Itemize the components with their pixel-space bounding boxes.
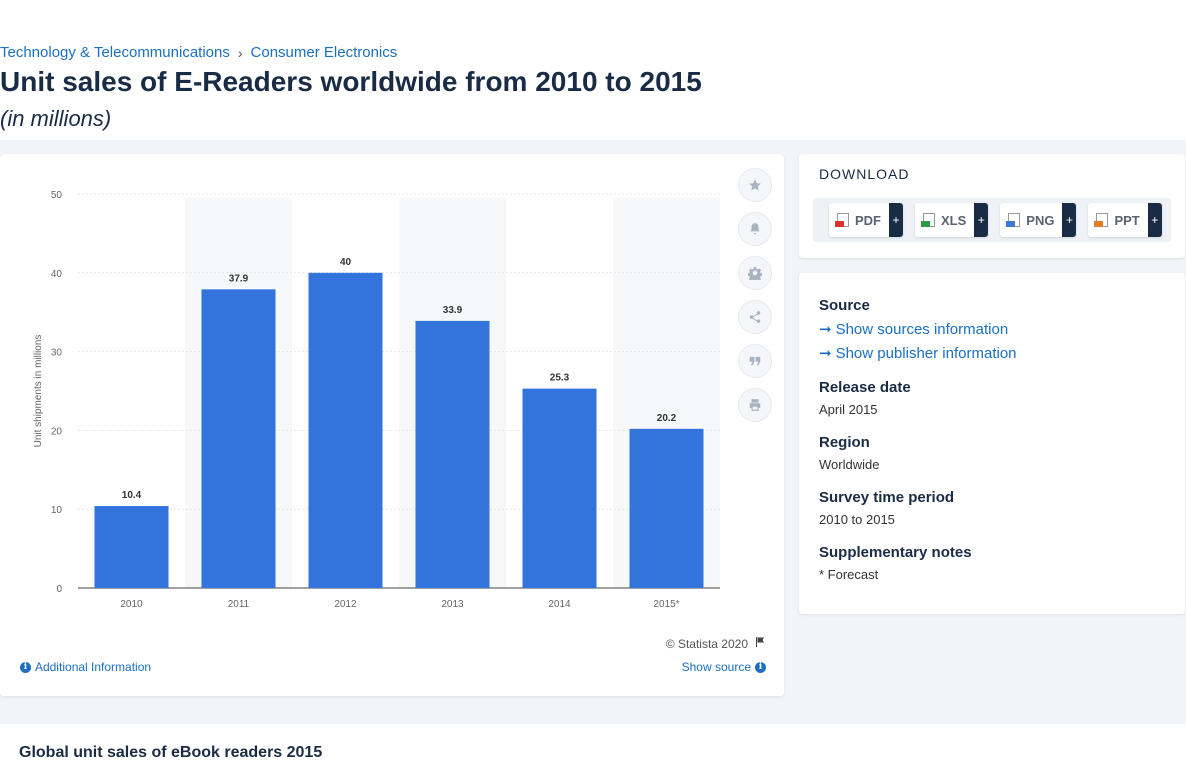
data-label: 20.2	[657, 413, 677, 424]
supplementary-notes-label: Supplementary notes	[819, 544, 972, 561]
info-icon: i	[755, 661, 766, 673]
bar	[201, 289, 276, 588]
y-tick-label: 30	[51, 348, 63, 359]
release-date-label: Release date	[819, 379, 911, 396]
gear-icon	[748, 267, 762, 280]
supplementary-notes-value: * Forecast	[819, 567, 879, 582]
flag-icon[interactable]	[754, 636, 766, 651]
cite-button[interactable]	[738, 344, 772, 378]
download-png-button[interactable]: PNG +	[1000, 203, 1077, 237]
related-statistic-card: Global unit sales of eBook readers 2015	[0, 724, 1186, 784]
y-axis-title: Unit shipments in millions	[33, 335, 44, 448]
settings-button[interactable]	[738, 256, 772, 290]
png-file-icon	[1006, 213, 1021, 227]
download-buttons: PDF + XLS + PNG + PPT +	[813, 198, 1171, 242]
data-label: 10.4	[122, 490, 142, 501]
show-publisher-link[interactable]: ➞ Show publisher information	[819, 344, 1017, 363]
download-pdf-label: PDF	[855, 212, 881, 228]
ppt-file-icon	[1094, 213, 1109, 227]
show-source-link[interactable]: Show source i	[682, 660, 766, 674]
source-label: Source	[819, 297, 870, 314]
arrow-right-icon: ➞	[819, 321, 832, 338]
x-tick-label: 2012	[334, 599, 357, 610]
notification-button[interactable]	[738, 212, 772, 246]
info-icon: i	[20, 661, 31, 673]
plus-icon: +	[974, 203, 989, 237]
x-tick-label: 2013	[441, 599, 464, 610]
x-tick-label: 2010	[120, 599, 143, 610]
data-label: 33.9	[443, 305, 463, 316]
breadcrumb: Technology & Telecommunications › Consum…	[0, 44, 397, 61]
related-statistic-title[interactable]: Global unit sales of eBook readers 2015	[19, 744, 323, 761]
xls-file-icon	[921, 213, 935, 227]
bar	[94, 506, 169, 588]
chart-card: 0 10 20 30 40 50 Unit shipments in millions 10.…	[0, 154, 784, 696]
bar	[522, 388, 597, 588]
bar	[415, 320, 490, 588]
x-tick-label: 2015*	[653, 599, 679, 610]
region-label: Region	[819, 434, 870, 451]
show-source-label: Show source	[681, 660, 751, 674]
x-tick-label: 2011	[228, 599, 250, 610]
pdf-file-icon	[835, 213, 849, 227]
download-png-label: PNG	[1026, 212, 1055, 228]
data-label: 40	[340, 257, 352, 268]
additional-information-link[interactable]: i Additional Information	[20, 660, 151, 674]
y-tick-label: 0	[56, 584, 62, 595]
quote-icon	[749, 356, 761, 366]
page-subtitle: (in millions)	[0, 106, 112, 131]
print-icon	[749, 399, 761, 411]
show-sources-link[interactable]: ➞ Show sources information	[819, 320, 1009, 339]
star-icon	[749, 179, 761, 191]
chart-toolbar	[738, 168, 772, 422]
breadcrumb-separator: ›	[237, 44, 243, 61]
statistic-info-card: Source ➞ Show sources information ➞ Show…	[799, 273, 1185, 614]
plus-icon: +	[1147, 203, 1162, 237]
survey-period-value: 2010 to 2015	[819, 512, 895, 527]
download-title: DOWNLOAD	[819, 166, 910, 182]
download-ppt-button[interactable]: PPT +	[1088, 203, 1162, 237]
share-icon	[749, 311, 761, 323]
plus-icon: +	[889, 203, 903, 237]
x-tick-label: 2014	[548, 599, 571, 610]
download-pdf-button[interactable]: PDF +	[829, 203, 903, 237]
bar-chart: 0 10 20 30 40 50 Unit shipments in millions 10.…	[33, 190, 720, 610]
show-sources-label: Show sources information	[835, 320, 1009, 338]
download-xls-label: XLS	[941, 212, 967, 228]
y-tick-label: 20	[51, 426, 63, 437]
copyright-text: © Statista 2020	[665, 636, 748, 651]
page-title: Unit sales of E-Readers worldwide from 2…	[0, 66, 702, 97]
y-tick-label: 50	[51, 190, 63, 201]
bar	[629, 428, 704, 588]
print-button[interactable]	[738, 388, 772, 422]
download-card: DOWNLOAD PDF + XLS + PNG +	[799, 154, 1185, 258]
breadcrumb-category-link[interactable]: Technology & Telecommunications	[0, 44, 230, 61]
survey-period-label: Survey time period	[819, 489, 955, 506]
arrow-right-icon: ➞	[819, 345, 832, 362]
share-button[interactable]	[738, 300, 772, 334]
region-value: Worldwide	[819, 457, 880, 472]
plus-icon: +	[1062, 203, 1077, 237]
bell-icon	[750, 223, 760, 235]
breadcrumb-subcategory-link[interactable]: Consumer Electronics	[250, 44, 398, 61]
y-tick-label: 10	[51, 505, 63, 516]
bar	[308, 272, 383, 588]
download-ppt-label: PPT	[1114, 212, 1140, 228]
data-label: 25.3	[550, 373, 570, 384]
y-tick-label: 40	[51, 269, 63, 280]
additional-information-label: Additional Information	[35, 660, 152, 674]
copyright: © Statista 2020	[666, 636, 766, 651]
data-label: 37.9	[229, 273, 249, 284]
show-publisher-label: Show publisher information	[835, 344, 1017, 362]
favorite-button[interactable]	[738, 168, 772, 202]
release-date-value: April 2015	[819, 402, 878, 417]
download-xls-button[interactable]: XLS +	[915, 203, 989, 237]
